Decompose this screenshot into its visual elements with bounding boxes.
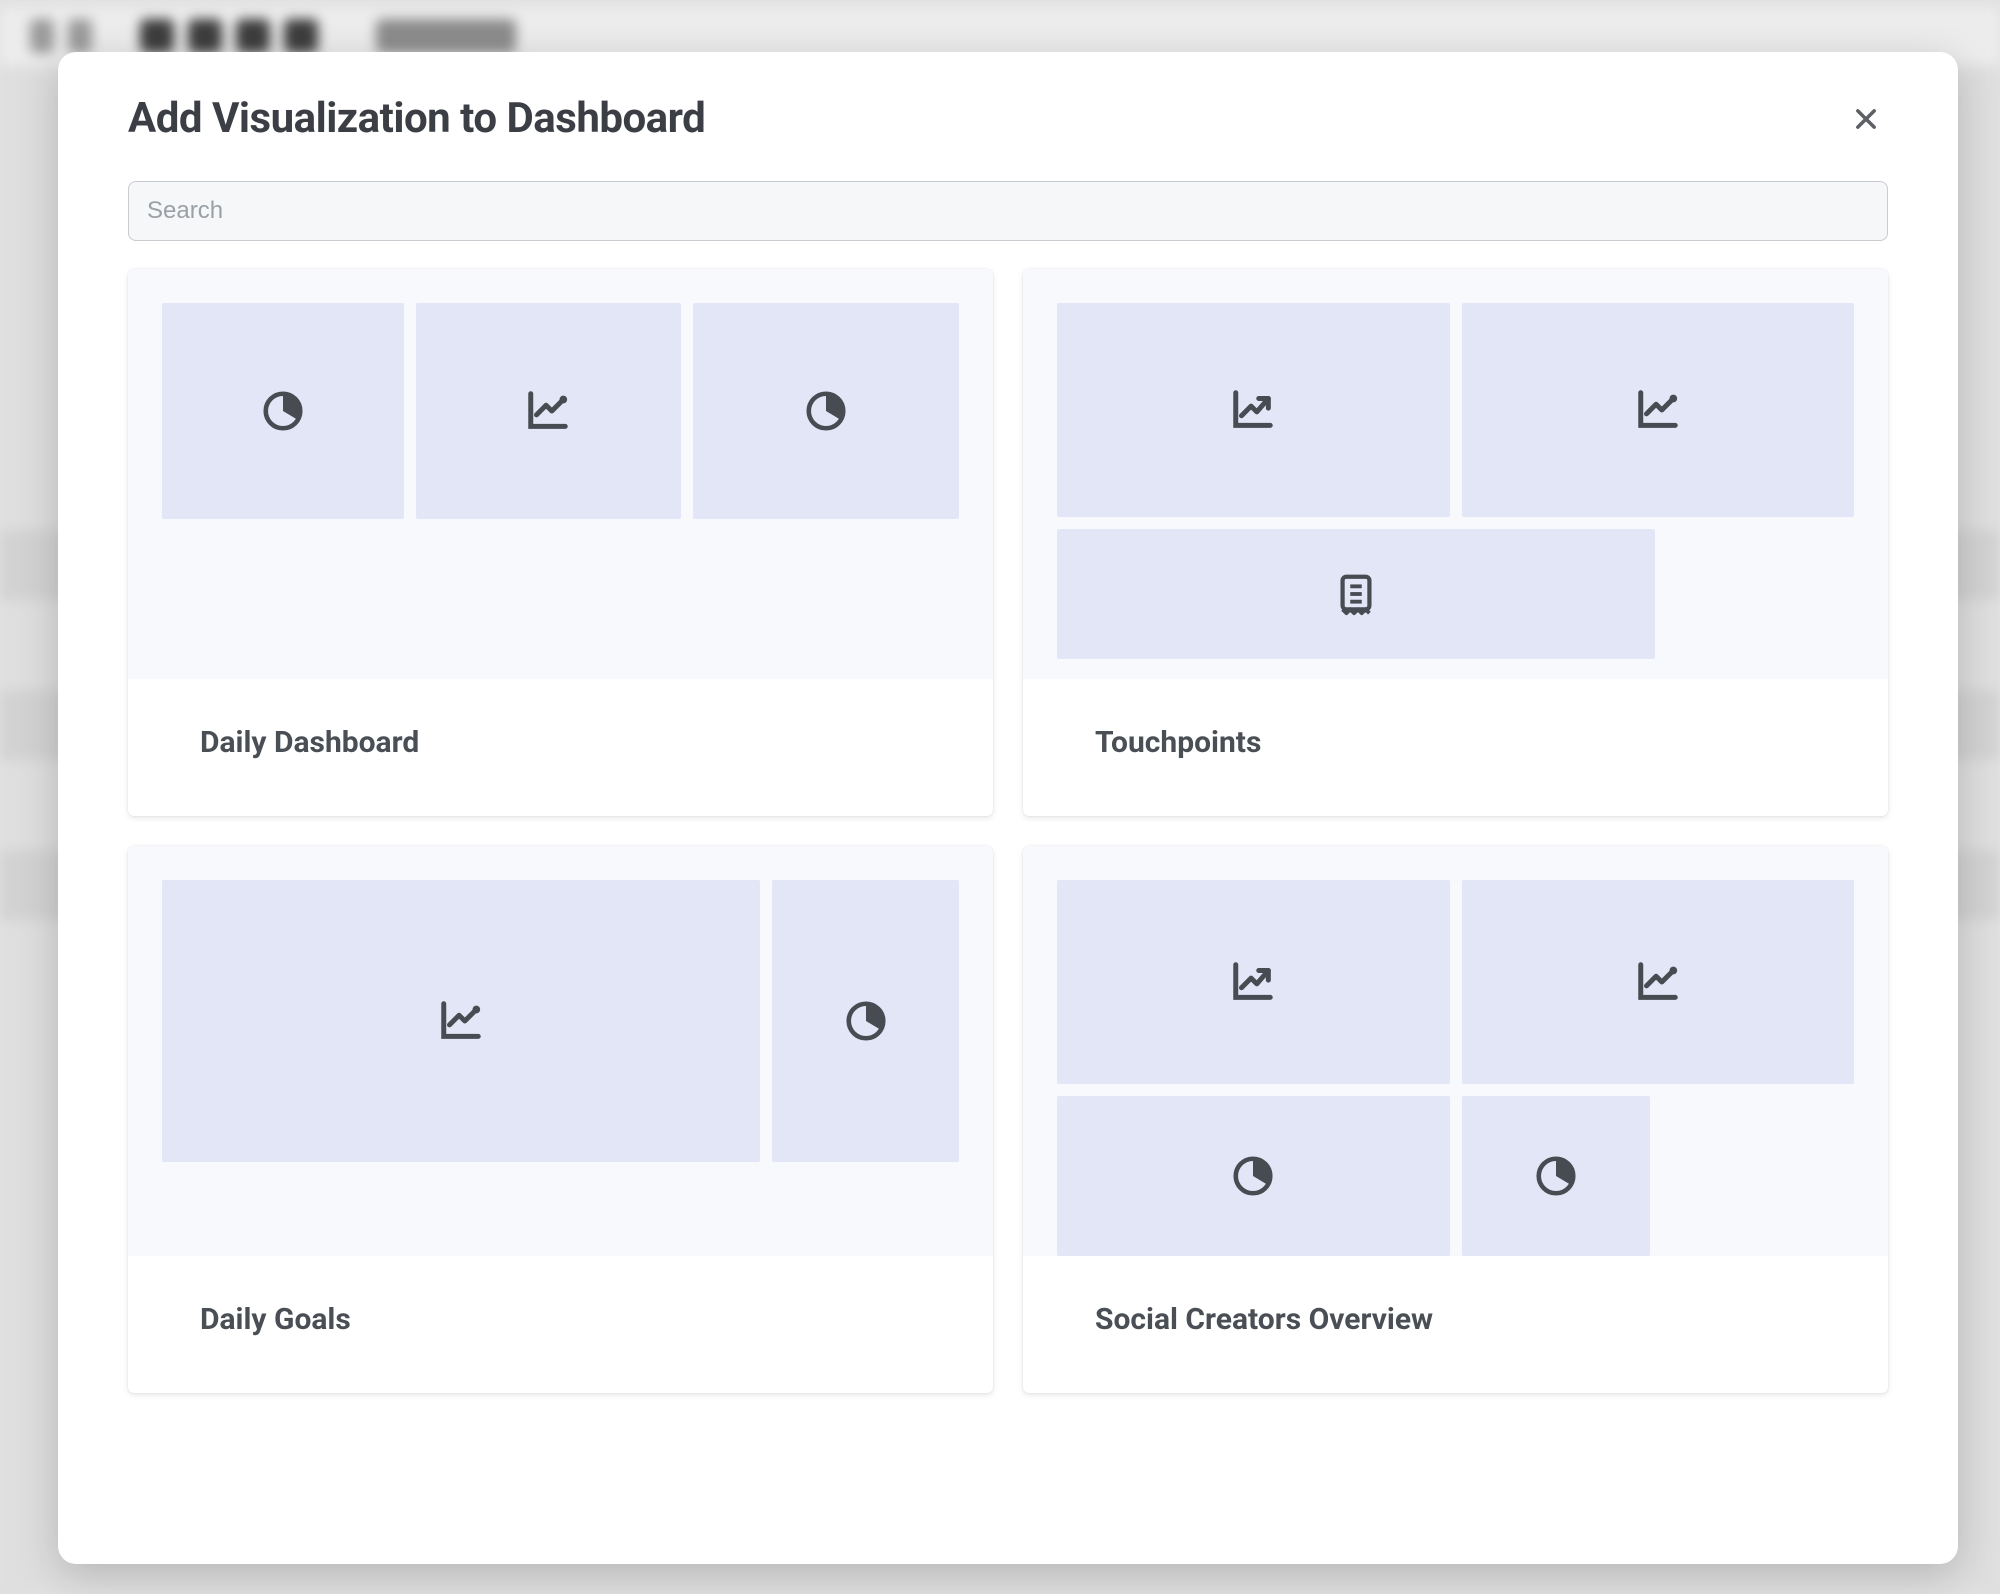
pie-icon xyxy=(803,388,849,434)
card-preview xyxy=(128,846,993,1256)
close-icon xyxy=(1852,105,1880,133)
card-footer: Touchpoints xyxy=(1023,679,1888,816)
preview-tile xyxy=(1057,880,1450,1084)
preview-tile xyxy=(772,880,959,1162)
card-preview xyxy=(128,269,993,679)
preview-tile xyxy=(416,303,682,519)
trend-up-icon xyxy=(1230,387,1276,433)
pie-icon xyxy=(260,388,306,434)
pie-icon xyxy=(843,998,889,1044)
card-preview xyxy=(1023,846,1888,1256)
search-container xyxy=(128,181,1888,241)
card-preview xyxy=(1023,269,1888,679)
add-visualization-modal: Add Visualization to Dashboard xyxy=(58,52,1958,1564)
dashboard-card-touchpoints[interactable]: Touchpoints xyxy=(1023,269,1888,816)
card-footer: Daily Goals xyxy=(128,1256,993,1393)
card-footer: Daily Dashboard xyxy=(128,679,993,816)
preview-tile xyxy=(693,303,959,519)
line-chart-icon xyxy=(1635,959,1681,1005)
close-button[interactable] xyxy=(1844,97,1888,141)
preview-tile xyxy=(1057,303,1450,517)
preview-tile xyxy=(1057,1096,1450,1256)
line-chart-icon xyxy=(1635,387,1681,433)
modal-title: Add Visualization to Dashboard xyxy=(128,94,705,143)
pie-icon xyxy=(1533,1153,1579,1199)
dashboard-cards-grid: Daily Dashboard Touchpoin xyxy=(128,269,1888,1393)
card-title: Touchpoints xyxy=(1095,725,1816,760)
preview-tile xyxy=(1057,529,1655,659)
dashboard-card-daily-dashboard[interactable]: Daily Dashboard xyxy=(128,269,993,816)
card-title: Social Creators Overview xyxy=(1095,1302,1816,1337)
modal-header: Add Visualization to Dashboard xyxy=(128,94,1888,143)
dashboard-card-daily-goals[interactable]: Daily Goals xyxy=(128,846,993,1393)
preview-tile xyxy=(1462,1096,1650,1256)
card-title: Daily Goals xyxy=(200,1302,921,1337)
pie-icon xyxy=(1230,1153,1276,1199)
trend-up-icon xyxy=(1230,959,1276,1005)
card-footer: Social Creators Overview xyxy=(1023,1256,1888,1393)
search-input[interactable] xyxy=(128,181,1888,241)
line-chart-icon xyxy=(438,998,484,1044)
preview-tile xyxy=(162,880,760,1162)
line-chart-icon xyxy=(525,388,571,434)
card-title: Daily Dashboard xyxy=(200,725,921,760)
preview-tile xyxy=(1462,303,1855,517)
receipt-icon xyxy=(1333,571,1379,617)
dashboard-card-social-creators-overview[interactable]: Social Creators Overview xyxy=(1023,846,1888,1393)
preview-tile xyxy=(162,303,404,519)
preview-tile xyxy=(1462,880,1855,1084)
